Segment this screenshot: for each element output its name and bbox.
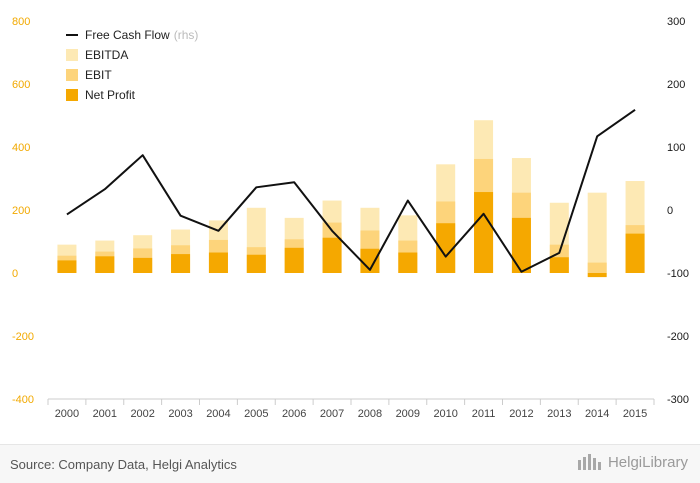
x-tick-label: 2005 — [244, 408, 268, 420]
x-tick-label: 2015 — [623, 408, 647, 420]
legend-box-swatch — [66, 69, 78, 81]
x-tick-label: 2010 — [433, 408, 457, 420]
y-left-tick-label: 400 — [12, 142, 30, 154]
y-right-tick-label: 0 — [667, 205, 673, 217]
bar-ebitda-2014 — [587, 192, 607, 273]
bar-series — [57, 120, 645, 278]
y-left-tick-label: 600 — [12, 79, 30, 91]
y-right-tick-label: -100 — [667, 268, 689, 280]
legend-label: Free Cash Flow (rhs) — [85, 28, 198, 42]
bar-net-profit-2007 — [322, 237, 342, 273]
y-left-tick-label: -400 — [12, 394, 34, 406]
bar-net-profit-2013 — [549, 257, 569, 273]
legend-box-swatch — [66, 49, 78, 61]
line-free-cash-flow — [66, 109, 636, 273]
y-left-tick-label: 200 — [12, 205, 30, 217]
y-left-tick-label: 800 — [12, 16, 30, 28]
legend-label: EBITDA — [85, 48, 128, 62]
chart-legend: Free Cash Flow (rhs) EBITDA EBIT Net Profit — [66, 28, 198, 102]
bar-net-profit-2001 — [95, 256, 115, 273]
source-note: Source: Company Data, Helgi Analytics — [10, 457, 237, 472]
x-tick-label: 2007 — [320, 408, 344, 420]
x-tick-label: 2012 — [509, 408, 533, 420]
y-left-tick-label: 0 — [12, 268, 18, 280]
bar-net-profit-2000 — [57, 260, 77, 273]
library-icon — [577, 454, 601, 470]
y-right-tick-label: 100 — [667, 142, 685, 154]
bar-net-profit-2009 — [398, 252, 418, 273]
bar-net-profit-2006 — [284, 247, 304, 273]
x-tick-label: 2003 — [168, 408, 192, 420]
bar-net-profit-2008 — [360, 248, 380, 273]
x-tick-label: 2013 — [547, 408, 571, 420]
x-tick-label: 2004 — [206, 408, 230, 420]
brand-logo[interactable]: HelgiLibrary — [577, 453, 688, 471]
bar-net-profit-2010 — [436, 223, 456, 273]
x-tick-label: 2009 — [396, 408, 420, 420]
bar-net-profit-2005 — [246, 254, 266, 273]
bar-ebit-2014 — [587, 262, 607, 273]
x-tick-label: 2011 — [472, 408, 496, 420]
brand-name: HelgiLibrary — [607, 453, 688, 471]
x-tick-label: 2000 — [55, 408, 79, 420]
bar-net-profit-2015 — [625, 233, 645, 273]
bar-net-profit-2004 — [208, 252, 228, 273]
y-left-tick-label: -200 — [12, 331, 34, 343]
bar-net-profit-2011 — [474, 192, 494, 273]
x-tick-label: 2002 — [130, 408, 154, 420]
y-right-tick-label: 200 — [667, 79, 685, 91]
combo-chart: 8006004002000-200-4003002001000-100-200-… — [12, 16, 689, 420]
chart-axes — [47, 398, 655, 405]
x-tick-label: 2014 — [585, 408, 609, 420]
y-right-tick-label: -300 — [667, 394, 689, 406]
x-tick-label: 2008 — [358, 408, 382, 420]
bar-net-profit-2012 — [511, 217, 531, 273]
bar-net-profit-2003 — [171, 254, 191, 273]
footer-bar: Source: Company Data, Helgi Analytics He… — [0, 444, 700, 483]
tick-labels: 8006004002000-200-4003002001000-100-200-… — [12, 16, 689, 420]
bar-net-profit-2002 — [133, 257, 153, 273]
legend-label: Net Profit — [85, 88, 136, 102]
line-series — [66, 109, 636, 273]
bar-net-profit-2014 — [587, 273, 607, 278]
legend-box-swatch — [66, 89, 78, 101]
y-right-tick-label: 300 — [667, 16, 685, 28]
x-tick-label: 2001 — [93, 408, 117, 420]
x-tick-label: 2006 — [282, 408, 306, 420]
y-right-tick-label: -200 — [667, 331, 689, 343]
legend-label: EBIT — [85, 68, 112, 82]
legend-note: (rhs) — [174, 28, 199, 42]
